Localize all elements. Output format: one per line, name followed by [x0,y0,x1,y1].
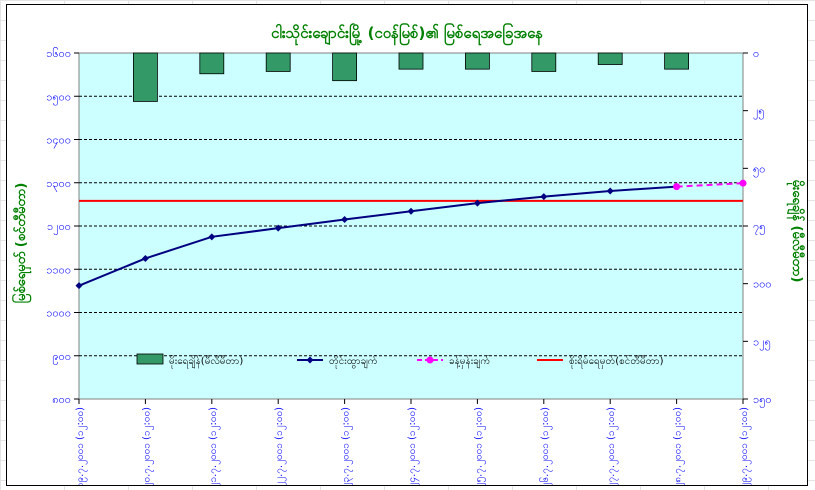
left-tick-label: ၁၂၀၀ [47,220,71,235]
observed-point [141,254,149,262]
left-tick-label: ၈၀၀ [52,393,71,406]
right-axis-label: မိုးရေချိန် (မီလီမီတာ) [786,180,806,283]
gridlines [79,95,743,357]
chart-title: ငါးသိုင်းချောင်းမြို့ (ငဝန်မြစ်)၏ မြစ်ရေ… [271,22,543,46]
x-axis-ticks: ၁၉.၇.၂၀၀၁ (၁၂:၀၀) ၂၀.၇.၂၀၀၁ (၁၂:၀၀) ၂၁.၇.၂… [75,399,752,485]
x-tick-label: ၂၀.၇.၂၀၀၁ (၁၂:၀၀) [141,407,154,485]
rainfall-bar [464,52,490,70]
left-tick-label: ၁၆၀၀ [46,47,71,60]
observed-point [473,199,481,207]
chart-frame[interactable]: ၈၀၀ ၉၀၀ ၁၀၀၀ ၁၁၀၀ ၁၂၀၀ ၁၃၀၀ ၁၄၀၀ ၁၅၀၀ ၁၆၀၀ ၀၂၅ ၅၀… [6,4,808,486]
left-axis-label: မြစ်ရေမှတ် (စင်တီမီတာ) [11,183,32,304]
x-tick-label: ၂၅.၇.၂၀၀၁ (၁၂:၀၀) [473,407,486,485]
x-tick-label: ၂၂.၇.၂၀၀၁ (၁၂:၀၀) [274,407,287,485]
forecast-line [676,182,744,188]
rainfall-bar [265,52,291,72]
right-tick-label: ၀ [753,47,759,60]
legend-label: တိုင်းထွာချက် [329,354,378,369]
x-tick-label: ၂၆.၇.၂၀၀၁ (၁၂:၀၀) [538,407,553,485]
left-tick-label: ၁၄၀၀ [46,134,71,149]
observed-point [540,193,548,201]
x-tick-label: ၂၁.၇.၂၀၀၁ (၁၂:၀၀) [208,407,221,485]
rainfall-bar [133,52,158,102]
x-tick-label: ၂၄.၇.၂၀၀၁ (၁၂:၀၀) [407,407,420,485]
left-tick-label: ၁၁၀၀ [46,263,71,276]
rainfall-bar [531,52,557,72]
x-tick-label: ၁၉.၇.၂၀၀၁ (၁၂:၀၀) [75,407,88,485]
x-tick-label: ၂၈.၇.၂၀၀၁ (၁၂:၀၀) [673,407,686,485]
observed-line [78,185,677,287]
forecast-point [673,183,681,191]
observed-point [274,224,282,232]
rainfall-bar [597,52,623,65]
rainfall-bar [664,52,689,70]
observed-point [75,282,83,290]
right-tick-label: ၇၅ [753,220,765,235]
forecast-point [739,179,747,187]
series-lines [75,179,747,290]
legend-label: ခန့်မှန်းချက် [449,354,490,369]
observed-point [407,207,415,215]
left-tick-label: ၉၀၀ [52,350,71,365]
rainfall-bar [332,52,358,82]
left-tick-label: ၁၀၀၀ [46,307,71,320]
x-tick-label: ၂၃.၇.၂၀၀၁ (၁၂:၀၀) [341,407,354,485]
left-tick-label: ၁၅၀၀ [46,90,71,105]
right-tick-label: ၂၅ [753,105,765,120]
rainfall-bar [398,52,424,70]
legend-marker-observed [306,356,314,364]
legend: မိုးရေချိန်(မီလီမီတာ) တိုင်းထွာချက် ခန့်မှ… [136,353,664,369]
x-tick-label: ၂၇.၇.၂၀၀၁ (၁၂:၀၀) [606,407,619,485]
right-tick-label: ၁၂၅ [753,335,771,350]
left-tick-label: ၁၃၀၀ [46,177,71,192]
legend-label: စိုးရိမ်ရေမှတ်(စင်တီမီတာ) [569,354,664,369]
rainfall-bars [133,52,689,102]
legend-marker-forecast [426,356,434,364]
observed-point [606,187,614,195]
rainfall-bar [199,52,225,75]
right-tick-label: ၅၀ [753,162,765,177]
legend-label: မိုးရေချိန်(မီလီမီတာ) [169,354,243,369]
left-axis-ticks: ၈၀၀ ၉၀၀ ၁၀၀၀ ၁၁၀၀ ၁၂၀၀ ၁၃၀၀ ၁၄၀၀ ၁၅၀၀ ၁၆၀၀ [46,47,79,406]
legend-swatch-rainfall [136,353,164,365]
observed-point [341,216,349,224]
right-tick-label: ၁၅၀ [753,393,772,408]
x-tick-label: ၂၉.၇.၂၀၀၁ (၁၂:၀၀) [739,407,752,485]
right-tick-label: ၁၀၀ [753,278,772,291]
observed-point [208,233,216,241]
